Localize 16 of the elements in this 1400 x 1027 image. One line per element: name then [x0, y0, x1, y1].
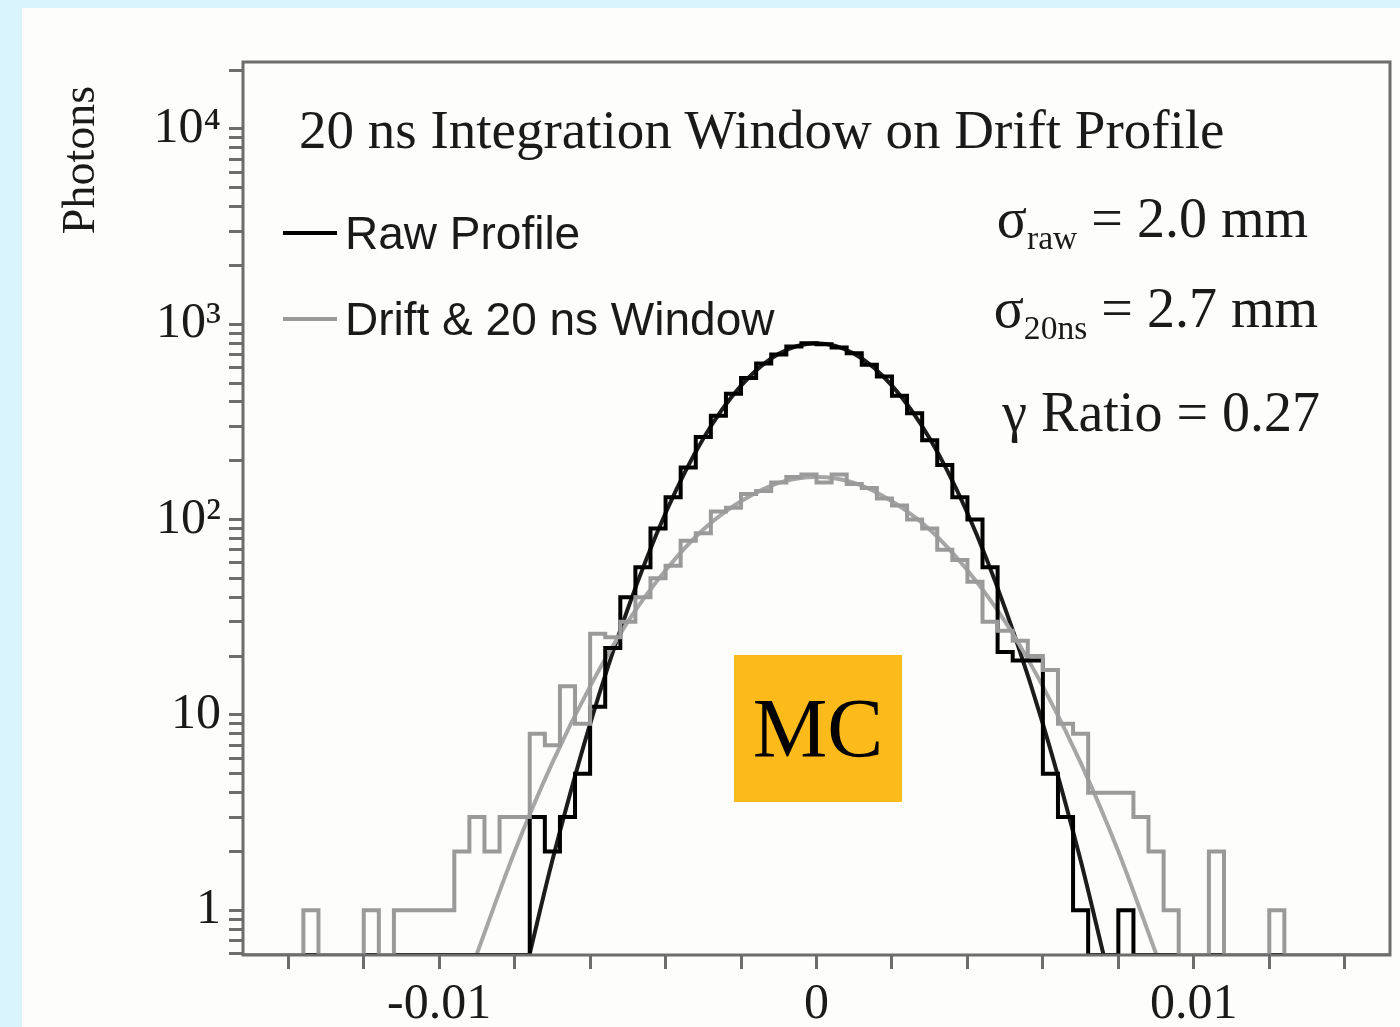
legend-label: Raw Profile: [345, 206, 581, 261]
y-tick-label: 10²: [156, 487, 221, 544]
legend-label: Drift & 20 ns Window: [345, 292, 775, 347]
y-axis-title: Photons: [51, 85, 105, 235]
y-tick-label: 1: [196, 878, 221, 935]
text: 20 ns Integration Window on Drift Profile: [293, 98, 1231, 161]
x-tick-label: 0: [804, 973, 829, 1027]
y-tick-label: 10: [171, 683, 221, 740]
x-tick-label: 0.01: [1150, 973, 1238, 1027]
annotation: γ Ratio = 0.27: [1002, 380, 1320, 444]
annotation: σ$_{raw}$ = 2.0 mm: [996, 186, 1308, 257]
annotation: σ$_{20ns}$ = 2.7 mm: [993, 276, 1318, 347]
annotation: MC: [734, 655, 902, 802]
x-tick-label: -0.01: [387, 973, 492, 1027]
y-tick-label: 10⁴: [153, 97, 221, 154]
y-tick-label: 10³: [156, 292, 221, 349]
